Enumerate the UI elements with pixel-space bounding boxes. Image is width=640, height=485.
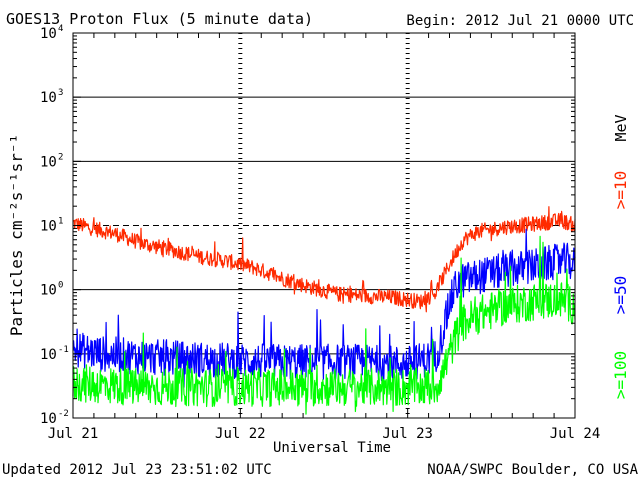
begin-time: Begin: 2012 Jul 21 0000 UTC	[406, 13, 634, 29]
y-tick-label: 10	[40, 347, 57, 363]
updated-timestamp: Updated 2012 Jul 23 23:51:02 UTC	[2, 462, 272, 478]
chart-title: GOES13 Proton Flux (5 minute data)	[6, 10, 313, 28]
series-layer	[72, 206, 576, 415]
y-tick-label: 10	[40, 411, 57, 427]
y-tick-label: 10	[40, 283, 57, 299]
y-tick-exponent: 2	[58, 152, 63, 162]
x-axis-title: Universal Time	[273, 440, 391, 456]
energy-unit-label: MeV	[612, 114, 630, 141]
y-axis-title: Particles cm⁻²s⁻¹sr⁻¹	[7, 134, 26, 336]
y-tick-label: 10	[40, 219, 57, 235]
series-line-10mev	[72, 206, 576, 313]
y-tick-exponent: 4	[58, 24, 63, 34]
x-tick-label: Jul 21	[48, 426, 99, 442]
legend-entry-100mev: >=100	[611, 351, 630, 399]
legend-entry-10mev: >=10	[611, 171, 630, 210]
y-tick-label: 10	[40, 26, 57, 42]
x-tick-label: Jul 22	[215, 426, 266, 442]
y-tick-exponent: 1	[58, 217, 63, 227]
series-line-100mev	[72, 235, 576, 415]
y-tick-exponent: -1	[58, 345, 69, 355]
x-tick-label: Jul 23	[382, 426, 433, 442]
y-tick-exponent: 0	[58, 281, 63, 291]
y-tick-exponent: 3	[58, 88, 63, 98]
legend-entry-50mev: >=50	[611, 276, 630, 315]
series-line-50mev	[72, 228, 576, 388]
x-axis-ticks: Jul 21 Jul 22 Jul 23 Jul 24	[48, 33, 601, 442]
y-tick-label: 10	[40, 90, 57, 106]
y-tick-exponent: -2	[58, 409, 69, 419]
credit-text: NOAA/SWPC Boulder, CO USA	[427, 462, 638, 478]
y-tick-label: 10	[40, 154, 57, 170]
x-tick-label: Jul 24	[550, 426, 601, 442]
